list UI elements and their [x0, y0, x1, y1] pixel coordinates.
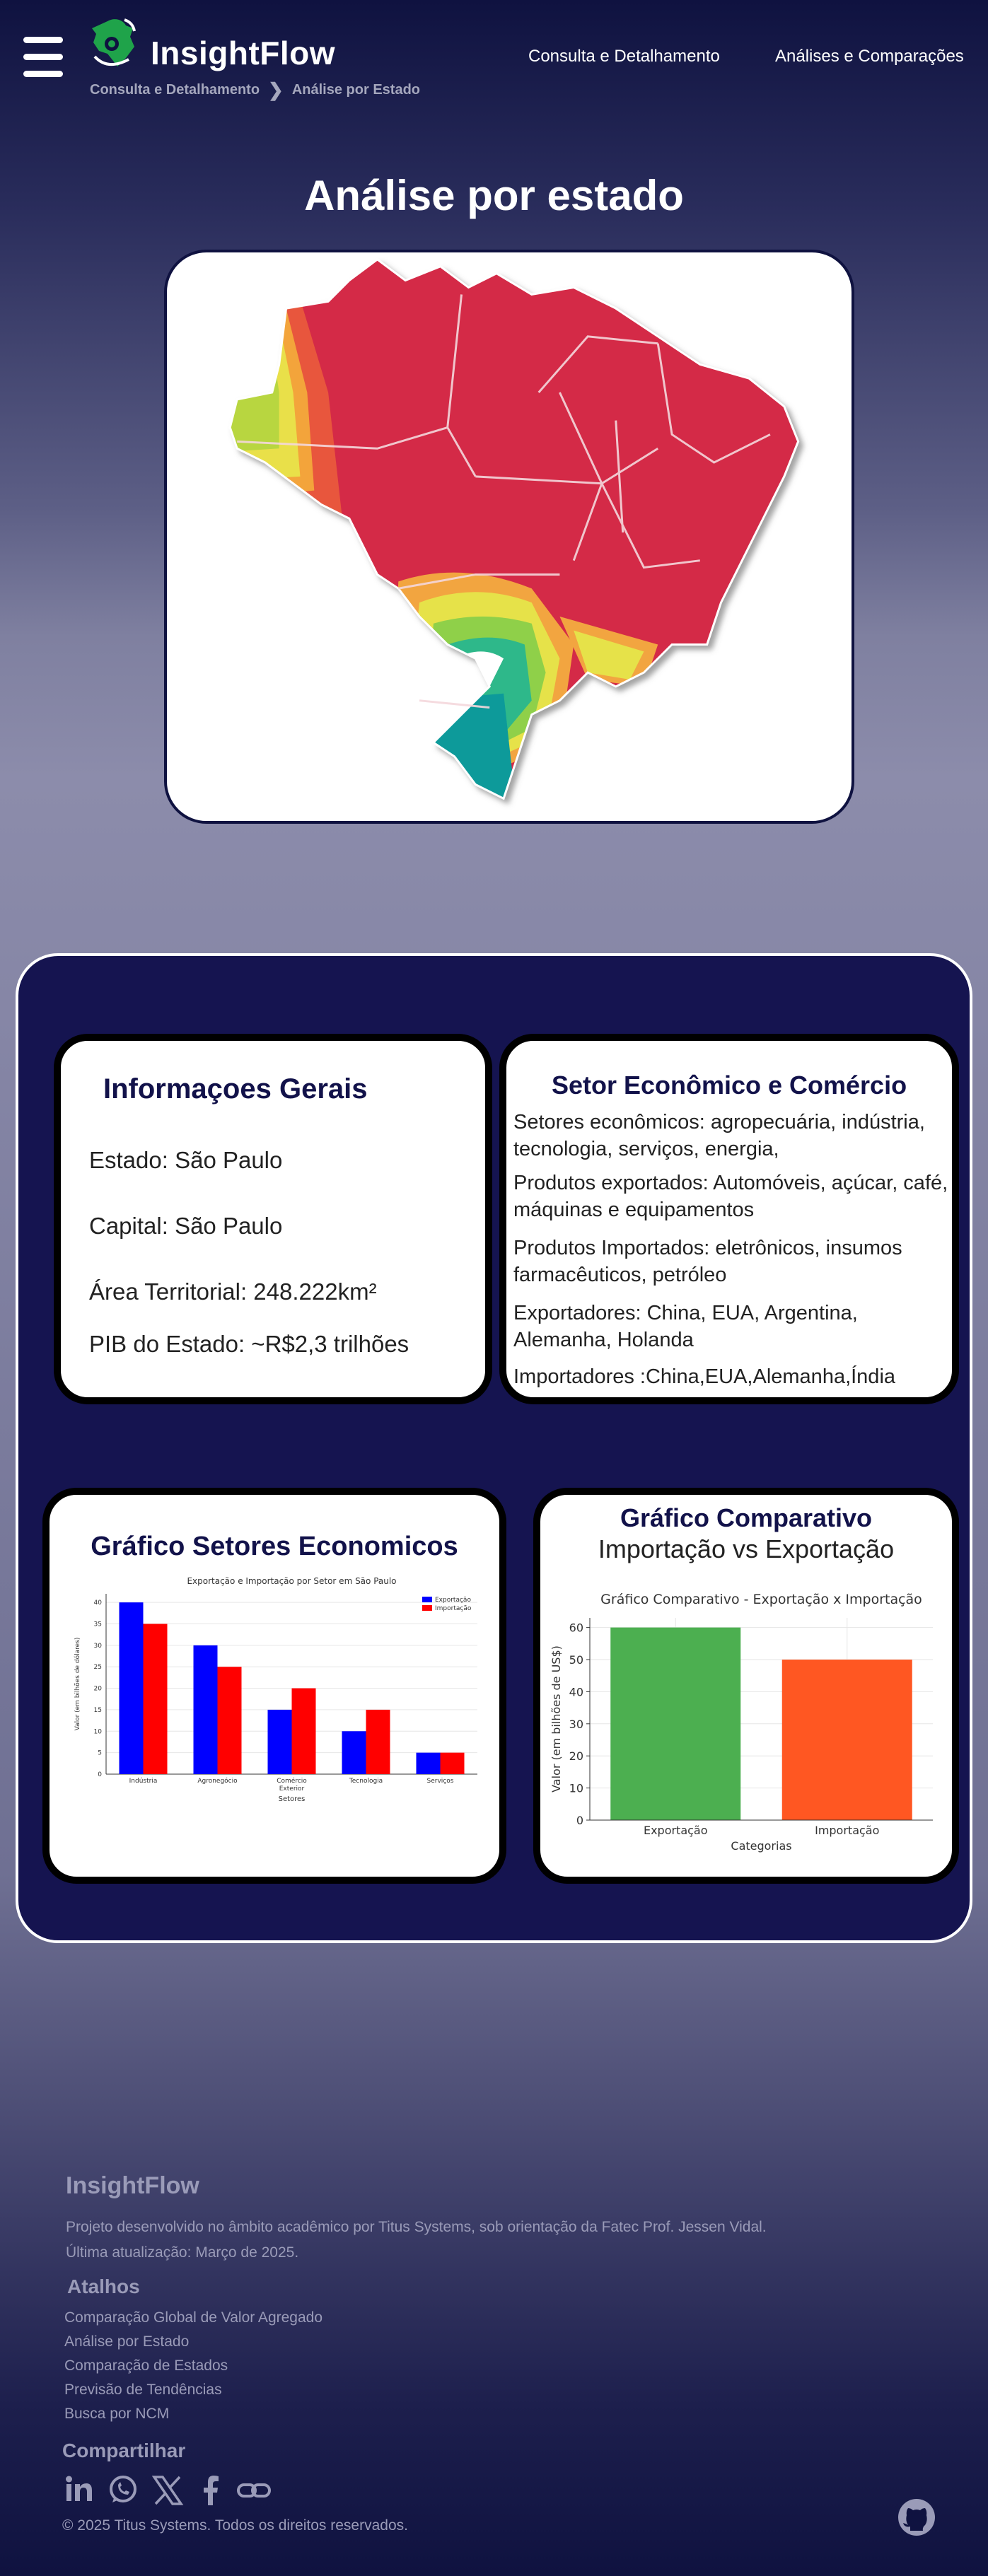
state-gdp: PIB do Estado: ~R$2,3 trilhões — [89, 1331, 409, 1357]
footer-link-forecast[interactable]: Previsão de Tendências — [64, 2382, 222, 2398]
imported-products-text: Produtos Importados: eletrônicos, insumo… — [513, 1237, 902, 1286]
chart1-category-label: Tecnologia — [349, 1778, 383, 1785]
chart1-title: Exportação e Importação por Setor em São… — [187, 1576, 396, 1586]
chart2-ylabel: Valor (em bilhões de US$) — [550, 1645, 563, 1793]
chart1-ytick-label: 20 — [94, 1686, 103, 1693]
nav-analises-comparacoes[interactable]: Análises e Comparações — [775, 47, 964, 66]
footer-link-state[interactable]: Análise por Estado — [64, 2333, 190, 2350]
chart1-ylabel: Valor (em bilhões de dólares) — [74, 1638, 81, 1731]
menu-icon[interactable] — [23, 37, 63, 79]
chart2-category-label: Exportação — [644, 1824, 708, 1837]
chart1-ytick-label: 10 — [94, 1728, 103, 1735]
footer-shortcuts-title: Atalhos — [67, 2275, 140, 2297]
exported-products-text: Produtos exportados: Automóveis, açúcar,… — [513, 1172, 948, 1221]
economic-sector-title: Setor Econômico e Comércio — [551, 1071, 907, 1100]
footer-updated: Última atualização: Março de 2025. — [66, 2244, 299, 2261]
comparison-chart-card-title: Gráfico Comparativo — [620, 1503, 873, 1532]
general-info-card: Informaçoes Gerais Estado: São Paulo Cap… — [54, 1034, 492, 1404]
chart2-xlabel: Categorias — [731, 1839, 791, 1853]
footer-link-compare[interactable]: Comparação de Estados — [64, 2358, 228, 2374]
chart1-ytick-label: 5 — [98, 1750, 102, 1757]
chart1-category-label: Exterior — [279, 1785, 305, 1793]
sector-chart-card: Gráfico Setores Economicos Exportação e … — [42, 1488, 506, 1884]
state-name: Estado: São Paulo — [89, 1147, 283, 1173]
brand-name[interactable]: InsightFlow — [151, 35, 336, 71]
economic-sector-card: Setor Econômico e Comércio Setores econô… — [499, 1034, 959, 1404]
exporters-text: Exportadores: China, EUA, Argentina, Ale… — [513, 1302, 858, 1351]
chart1-bar-exportação — [267, 1709, 292, 1774]
chevron-right-icon: ❯ — [268, 79, 284, 100]
footer-share-title: Compartilhar — [62, 2440, 186, 2461]
chart1-bar-exportação — [416, 1752, 441, 1774]
chart1-legend-label: Importação — [435, 1605, 472, 1612]
chart2-bar-exportacao — [610, 1627, 741, 1820]
chart1-ytick-label: 30 — [94, 1643, 103, 1650]
chart2-ytick-label: 20 — [569, 1749, 583, 1763]
nav-consulta-detalhamento[interactable]: Consulta e Detalhamento — [528, 47, 720, 66]
chart2-ytick-label: 60 — [569, 1621, 583, 1635]
chart1-legend-swatch — [422, 1605, 432, 1611]
chart1-legend-label: Exportação — [435, 1597, 471, 1604]
chart2-ytick-label: 30 — [569, 1718, 583, 1731]
importers-text: Importadores :China,EUA,Alemanha,Índia — [513, 1365, 896, 1388]
chart1-bar-exportação — [119, 1602, 144, 1774]
chart1-xlabel: Setores — [279, 1795, 306, 1803]
breadcrumb-item-current: Análise por Estado — [291, 82, 420, 98]
breadcrumb-item-consulta[interactable]: Consulta e Detalhamento — [90, 82, 260, 98]
footer-brand: InsightFlow — [66, 2172, 199, 2199]
footer-link-ncm[interactable]: Busca por NCM — [64, 2406, 170, 2422]
chart1-category-label: Serviços — [427, 1778, 454, 1785]
chart1-bar-importação — [217, 1667, 242, 1774]
chart1-bar-importação — [440, 1752, 465, 1774]
chart1-category-label: Indústria — [129, 1778, 158, 1785]
chart1-bar-importação — [366, 1709, 390, 1774]
footer-link-global[interactable]: Comparação Global de Valor Agregado — [64, 2309, 323, 2326]
comparison-bar-chart: Gráfico Comparativo - Exportação x Impor… — [550, 1592, 933, 1853]
footer-copyright: © 2025 Titus Systems. Todos os direitos … — [62, 2517, 408, 2534]
sectors-text: Setores econômicos: agropecuária, indúst… — [513, 1111, 925, 1160]
x-twitter-icon[interactable] — [150, 2473, 185, 2508]
chart2-category-label: Importação — [815, 1824, 879, 1837]
state-capital: Capital: São Paulo — [89, 1213, 283, 1239]
state-area: Área Territorial: 248.222km² — [89, 1278, 377, 1305]
chart1-category-label: Agronegócio — [197, 1777, 238, 1785]
chart2-ytick-label: 10 — [569, 1782, 583, 1795]
breadcrumb: Consulta e Detalhamento ❯ Análise por Es… — [90, 79, 420, 101]
chart1-category-label: Comércio — [277, 1777, 307, 1785]
page-title: Análise por estado — [304, 172, 684, 219]
general-info-title: Informaçoes Gerais — [103, 1073, 368, 1105]
comparison-chart-card-subtitle: Importação vs Exportação — [598, 1534, 895, 1563]
logo-icon — [92, 18, 136, 66]
chart1-legend-swatch — [422, 1597, 432, 1602]
facebook-icon[interactable] — [193, 2473, 228, 2508]
linkedin-icon[interactable] — [62, 2473, 98, 2508]
chart1-bar-exportação — [342, 1731, 366, 1774]
chart1-ytick-label: 15 — [94, 1707, 102, 1714]
sector-bar-chart: Exportação e Importação por Setor em São… — [74, 1576, 477, 1803]
github-icon[interactable] — [897, 2498, 936, 2536]
comparison-chart-card: Gráfico Comparativo Importação vs Export… — [533, 1488, 959, 1884]
sector-chart-card-title: Gráfico Setores Economicos — [91, 1532, 458, 1561]
whatsapp-icon[interactable] — [105, 2473, 141, 2508]
chart1-ytick-label: 25 — [94, 1664, 102, 1671]
chart2-bar-importacao — [781, 1660, 912, 1820]
footer-description: Projeto desenvolvido no âmbito acadêmico… — [66, 2219, 767, 2235]
chart1-ytick-label: 35 — [94, 1621, 102, 1628]
copy-link-icon[interactable] — [236, 2473, 272, 2508]
chart1-ytick-label: 0 — [98, 1771, 102, 1778]
state-details-panel: Informaçoes Gerais Estado: São Paulo Cap… — [16, 953, 972, 1943]
chart2-ytick-label: 40 — [569, 1685, 583, 1698]
chart2-ytick-label: 50 — [569, 1653, 583, 1667]
chart2-ytick-label: 0 — [576, 1814, 583, 1827]
chart2-title: Gráfico Comparativo - Exportação x Impor… — [600, 1592, 922, 1607]
chart1-ytick-label: 40 — [94, 1599, 103, 1607]
chart1-bar-importação — [291, 1688, 316, 1774]
brazil-heatmap — [164, 250, 854, 824]
chart1-bar-importação — [143, 1624, 168, 1774]
chart1-bar-exportação — [193, 1645, 218, 1774]
